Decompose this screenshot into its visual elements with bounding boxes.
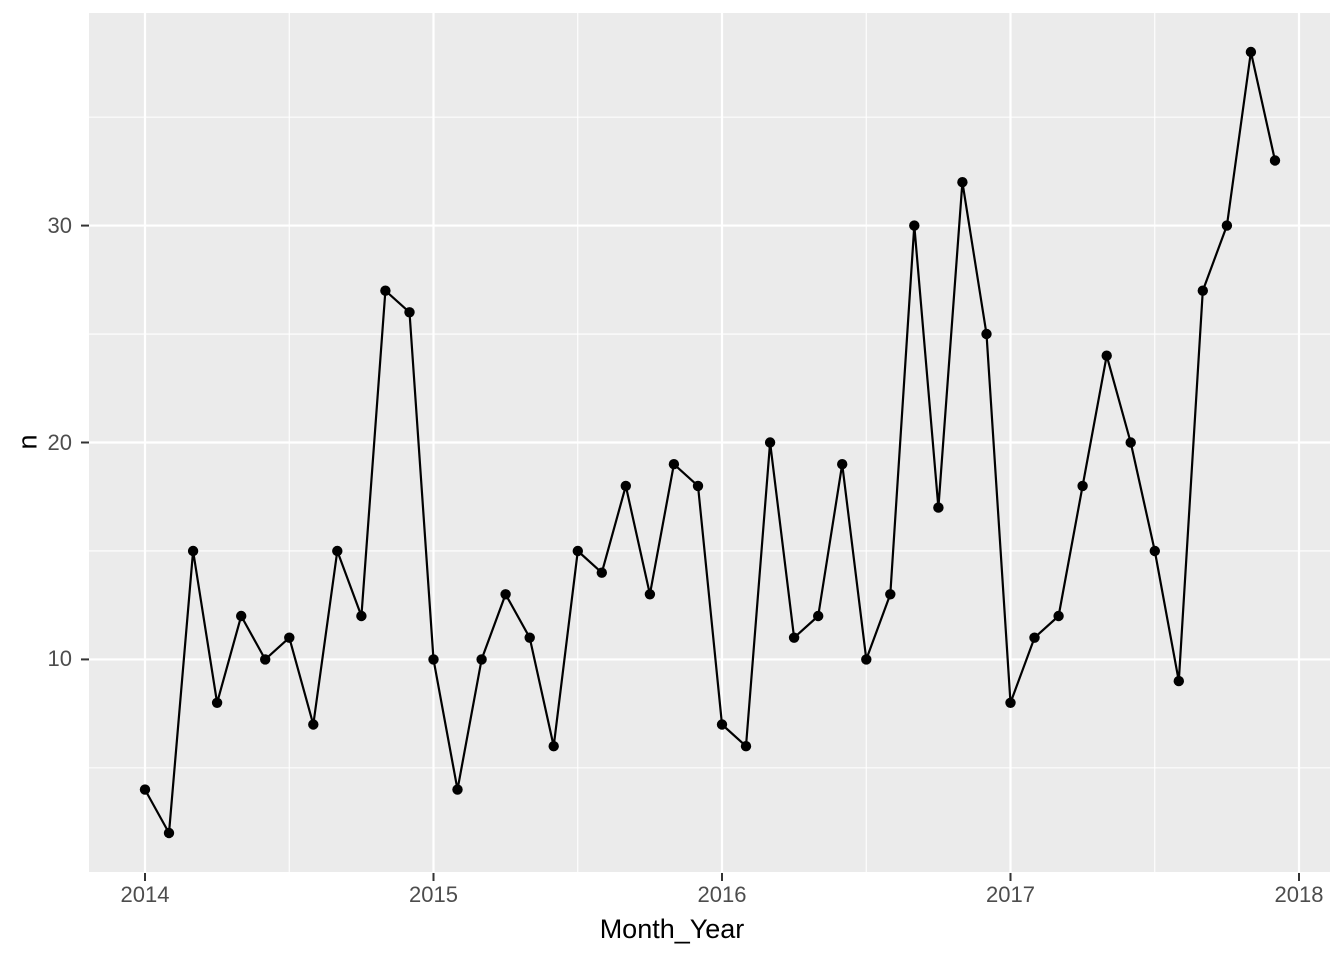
series-line	[144, 50, 1277, 835]
data-point	[1197, 285, 1209, 296]
data-point	[764, 437, 776, 448]
data-point	[716, 719, 728, 730]
data-point	[163, 827, 175, 839]
data-point	[788, 632, 800, 643]
x-tick-label: 2018	[1274, 882, 1324, 907]
x-axis-title: Month_Year	[599, 914, 745, 944]
data-point	[524, 632, 535, 643]
data-point	[1173, 675, 1185, 687]
data-point	[1149, 545, 1161, 557]
data-point	[1101, 350, 1112, 361]
data-point	[909, 220, 920, 231]
data-point	[981, 328, 992, 340]
data-point	[332, 545, 343, 557]
data-point	[548, 741, 559, 752]
data-point	[1029, 632, 1040, 643]
data-point	[692, 480, 704, 492]
data-point	[380, 285, 391, 296]
data-point	[356, 610, 367, 622]
data-point	[596, 567, 607, 578]
data-point	[740, 741, 752, 752]
data-point	[236, 610, 247, 622]
x-tick-label: 2015	[409, 882, 458, 907]
data-point	[1053, 610, 1064, 622]
x-tick-label: 2017	[986, 882, 1035, 907]
data-point	[428, 654, 439, 665]
data-point	[572, 545, 583, 557]
y-tick-label: 20	[47, 429, 72, 455]
x-tick-label: 2016	[697, 882, 747, 907]
data-point	[957, 177, 968, 188]
data-point	[668, 459, 680, 470]
data-point	[1077, 480, 1088, 492]
data-point	[1269, 155, 1281, 166]
data-point	[211, 697, 223, 708]
data-point	[404, 307, 415, 318]
data-point	[452, 784, 463, 795]
data-point	[308, 719, 319, 730]
data-point	[933, 502, 944, 513]
data-point	[861, 654, 872, 665]
data-point	[620, 480, 631, 492]
data-point	[885, 589, 896, 600]
data-point	[1125, 437, 1136, 448]
data-point	[187, 545, 199, 557]
data-point	[837, 459, 848, 470]
data-point	[813, 610, 824, 622]
y-tick-label: 30	[47, 212, 72, 238]
data-point	[284, 632, 295, 643]
data-point	[260, 654, 271, 665]
data-point	[1221, 220, 1233, 231]
data-point	[1245, 46, 1257, 58]
data-point	[476, 654, 487, 665]
data-point	[139, 784, 151, 795]
data-point	[644, 589, 656, 600]
data-point	[500, 589, 511, 600]
y-tick-label: 10	[47, 646, 72, 672]
data-point	[1005, 697, 1016, 708]
x-tick-label: 2014	[120, 882, 170, 907]
